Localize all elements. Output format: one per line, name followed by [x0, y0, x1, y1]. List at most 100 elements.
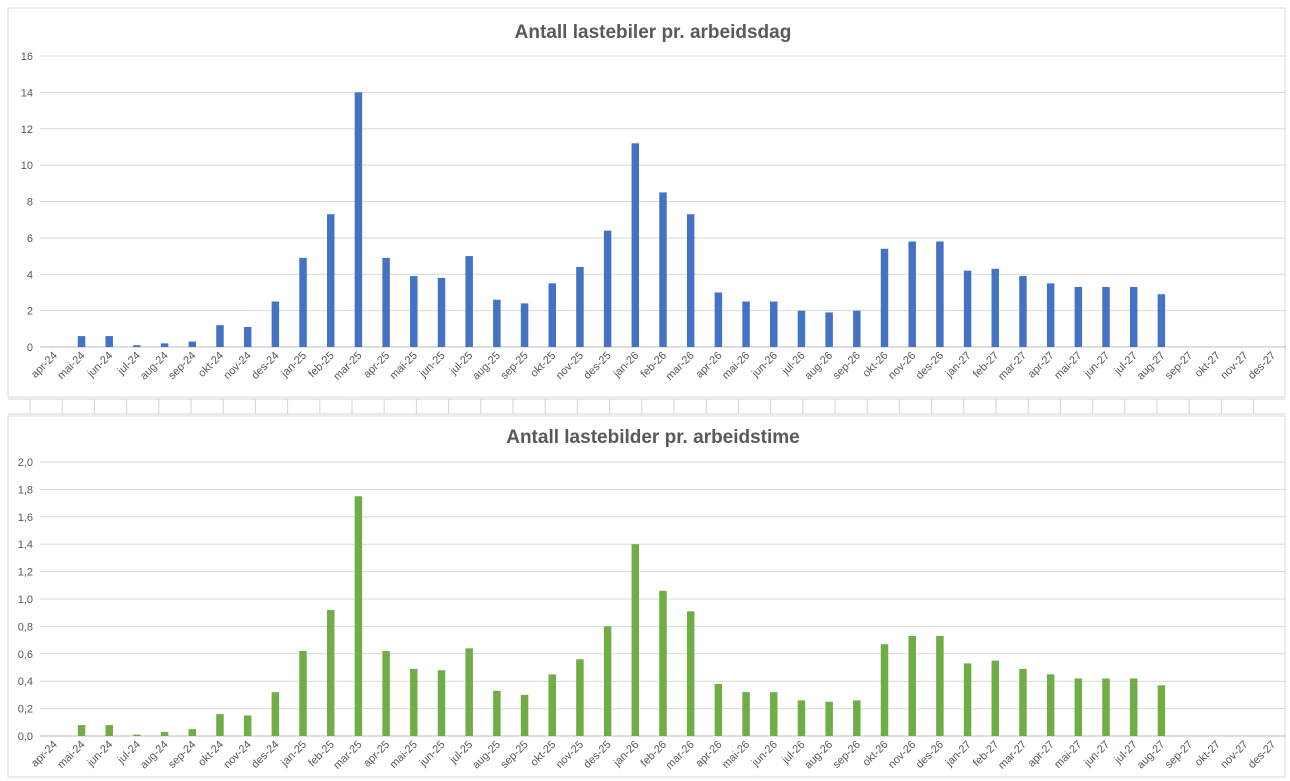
bar [631, 544, 640, 736]
bar [520, 303, 529, 347]
bar [216, 714, 224, 736]
bar [160, 343, 169, 347]
bar [1046, 674, 1055, 736]
bar [880, 644, 889, 736]
bar [160, 731, 169, 736]
bar [243, 715, 252, 736]
bar [493, 690, 501, 736]
bar [105, 725, 113, 736]
bar [686, 214, 695, 347]
bar [465, 648, 473, 736]
chart-area [7, 415, 1286, 778]
y-tick-label: 0,2 [18, 704, 33, 716]
bar [382, 257, 390, 347]
y-tick-label: 10 [21, 160, 33, 172]
bar [1157, 294, 1166, 347]
bar [770, 692, 778, 736]
bar [1102, 678, 1110, 736]
bar [548, 674, 556, 736]
bar [77, 725, 86, 736]
bar [299, 651, 307, 736]
cell-grid-strip [8, 398, 1285, 415]
chart-title: Antall lastebiler pr. arbeidsdag [515, 22, 792, 43]
bar [327, 609, 335, 736]
y-tick-label: 1,6 [18, 512, 33, 524]
bar [991, 660, 1000, 736]
bar [1046, 283, 1055, 347]
bar [825, 312, 833, 347]
y-axis: 0,0 0,2 0,4 0,6 0,8 1,0 1,2 1,4 1,6 1,8 2,0 [18, 457, 33, 743]
trucks-per-workhour-chart[interactable]: Antall lastebilder pr. arbeidstime 0,00,… [7, 415, 1286, 778]
bar [853, 310, 861, 348]
bar [1019, 668, 1027, 736]
bar [797, 700, 806, 736]
y-tick-label: 0,4 [18, 676, 33, 688]
bar [188, 341, 197, 347]
bar [1074, 286, 1083, 347]
y-tick-label: 4 [27, 269, 33, 281]
bar [659, 590, 667, 736]
bar [991, 268, 1000, 347]
bar [686, 611, 695, 736]
y-tick-label: 1,4 [18, 539, 33, 551]
y-tick-label: 1,8 [18, 484, 33, 496]
bar [880, 248, 889, 347]
bar [299, 257, 307, 347]
bar [576, 659, 584, 736]
bar-series [77, 496, 1166, 736]
bar [410, 276, 418, 347]
y-tick-label: 1,2 [18, 567, 33, 579]
y-tick-label: 0,0 [18, 731, 33, 743]
y-tick-label: 0,8 [18, 621, 33, 633]
bar [1074, 678, 1083, 736]
bar [77, 336, 86, 347]
bar [105, 336, 113, 347]
bar [354, 92, 363, 348]
bar [1129, 678, 1138, 736]
y-tick-label: 14 [21, 87, 33, 99]
bar [576, 266, 584, 347]
bar [853, 700, 861, 736]
y-tick-label: 16 [21, 51, 33, 63]
bar [963, 270, 972, 347]
bar [271, 692, 280, 736]
bar [382, 651, 390, 736]
bar [659, 192, 667, 347]
bar [133, 734, 141, 736]
bar [603, 230, 612, 347]
bar [742, 301, 750, 347]
bar [603, 626, 612, 736]
bar [493, 299, 501, 347]
chart-area [7, 7, 1286, 398]
bar [908, 241, 916, 347]
bar [936, 635, 944, 736]
bar [354, 496, 363, 736]
trucks-per-workday-chart[interactable]: Antall lastebiler pr. arbeidsdag 0 2 4 6 8 10… [7, 7, 1286, 398]
bar [410, 668, 418, 736]
bar [797, 310, 806, 348]
bar [520, 694, 529, 736]
bar [1102, 286, 1110, 347]
y-tick-label: 2 [27, 306, 33, 318]
y-tick-label: 8 [27, 197, 33, 209]
bar [631, 143, 640, 347]
y-tick-label: 6 [27, 233, 33, 245]
bar [188, 729, 197, 736]
y-tick-label: 12 [21, 124, 33, 136]
bar [936, 241, 944, 347]
bar [216, 325, 224, 347]
y-tick-label: 0,6 [18, 649, 33, 661]
bar [437, 277, 446, 347]
y-tick-label: 1,0 [18, 594, 33, 606]
bar [742, 692, 750, 736]
bar [327, 214, 335, 347]
bar-series [77, 92, 1166, 348]
bar [1019, 276, 1027, 347]
bar [714, 292, 723, 347]
bar [1129, 286, 1138, 347]
y-tick-label: 2,0 [18, 457, 33, 469]
bar [770, 301, 778, 347]
bar [271, 301, 280, 347]
bar [908, 635, 916, 736]
bar [548, 283, 556, 347]
